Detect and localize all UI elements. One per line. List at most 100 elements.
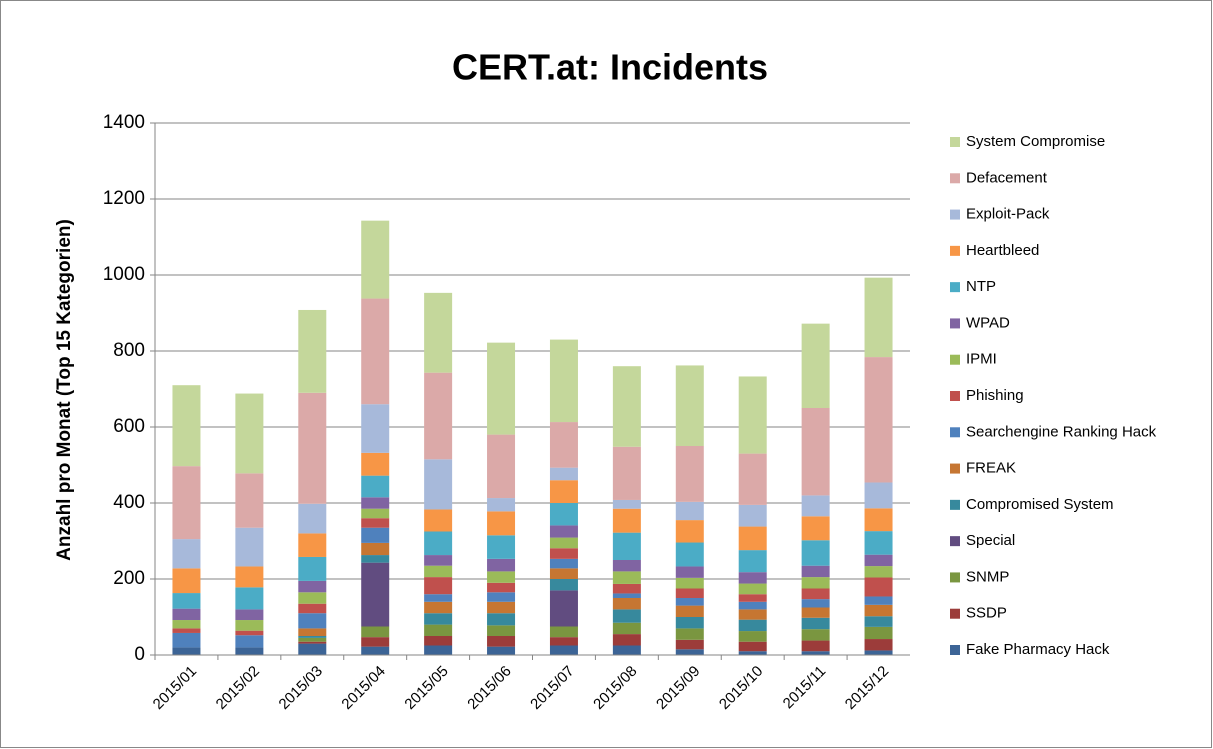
bar-segment	[864, 604, 893, 617]
bar-segment	[549, 548, 578, 559]
bar-segment	[235, 647, 264, 655]
bar-segment	[675, 520, 704, 543]
bar-segment	[235, 527, 264, 567]
bar-segment	[361, 637, 390, 647]
bar-segment	[864, 650, 893, 655]
legend-swatch	[950, 173, 960, 184]
legend-swatch	[950, 209, 960, 220]
bar-segment	[738, 504, 767, 527]
bar-segment	[549, 626, 578, 638]
bar-segment	[172, 568, 201, 594]
bar-segment	[864, 577, 893, 597]
legend-swatch	[950, 245, 960, 256]
bar-segment	[675, 605, 704, 617]
bar-segment	[487, 613, 516, 626]
bar-segment	[738, 583, 767, 595]
bar-segment	[864, 626, 893, 640]
chart-title: CERT.at: Incidents	[452, 47, 768, 88]
bar-segment	[801, 607, 830, 618]
bar-segment	[172, 620, 201, 629]
bar-segment	[612, 446, 641, 500]
legend-swatch	[950, 572, 960, 583]
bar-segment	[424, 645, 453, 655]
legend-swatch	[950, 282, 960, 293]
legend-swatch	[950, 645, 960, 655]
bar-segment	[298, 503, 327, 534]
bar-segment	[549, 422, 578, 468]
bar-segment	[487, 511, 516, 536]
bar-segment	[298, 641, 327, 644]
legend-label: Special	[966, 532, 1015, 549]
bar-segment	[675, 577, 704, 589]
bar-segment	[235, 393, 264, 474]
bar-segment	[612, 560, 641, 572]
y-tick-label: 600	[113, 416, 145, 437]
bar-segment	[487, 625, 516, 636]
bar-segment	[549, 579, 578, 591]
bar-segment	[549, 637, 578, 646]
bar-segment	[298, 392, 327, 504]
bar-segment	[549, 525, 578, 538]
bar-segment	[801, 577, 830, 589]
bar-segment	[612, 634, 641, 646]
bar-segment	[675, 588, 704, 598]
bar-segment	[298, 603, 327, 614]
bar-segment	[801, 629, 830, 641]
bar-segment	[738, 376, 767, 454]
bar-segment	[361, 542, 390, 556]
bar-segment	[738, 550, 767, 573]
legend-label: Compromised System	[966, 496, 1114, 513]
bar-segment	[864, 554, 893, 567]
bar-segment	[738, 631, 767, 642]
y-axis-label: Anzahl pro Monat (Top 15 Kategorien)	[54, 219, 75, 561]
bar-segment	[738, 453, 767, 505]
bar-segment	[298, 592, 327, 604]
bar-segment	[675, 628, 704, 640]
bar-segment	[738, 526, 767, 551]
bar-segment	[298, 643, 327, 655]
y-tick-label: 0	[134, 644, 145, 665]
bar-segment	[487, 601, 516, 614]
bar-segment	[675, 446, 704, 502]
bar-segment	[424, 577, 453, 595]
bar-segment	[549, 645, 578, 655]
bar-segment	[298, 628, 327, 636]
bar-segment	[801, 408, 830, 496]
bar-segment	[864, 531, 893, 555]
bar-segment	[298, 309, 327, 393]
bar-segment	[612, 499, 641, 509]
bar-segment	[549, 467, 578, 481]
bar-segment	[424, 565, 453, 578]
bar-segment	[361, 298, 390, 405]
bar-segment	[549, 339, 578, 423]
legend-label: WPAD	[966, 314, 1010, 331]
bar-segment	[235, 609, 264, 621]
bar-segment	[487, 636, 516, 647]
bar-segment	[487, 646, 516, 655]
bar-segment	[172, 608, 201, 621]
bar-segment	[235, 587, 264, 610]
bar-segment	[549, 558, 578, 569]
bar-segment	[864, 277, 893, 358]
bar-segment	[549, 590, 578, 627]
bar-segment	[738, 601, 767, 610]
bar-segment	[549, 480, 578, 503]
bar-segment	[864, 596, 893, 605]
bar-segment	[612, 622, 641, 635]
bar-segment	[612, 598, 641, 610]
legend-label: Searchengine Ranking Hack	[966, 423, 1157, 440]
bar-segment	[738, 641, 767, 652]
legend-swatch	[950, 499, 960, 510]
bar-segment	[864, 508, 893, 532]
bar-segment	[235, 620, 264, 631]
bar-segment	[361, 527, 390, 543]
bar-segment	[424, 531, 453, 556]
y-tick-label: 1400	[103, 112, 145, 133]
bar-segment	[612, 645, 641, 655]
bar-segment	[801, 565, 830, 578]
bar-segment	[361, 555, 390, 563]
bar-segment	[675, 598, 704, 606]
bar-segment	[801, 588, 830, 600]
